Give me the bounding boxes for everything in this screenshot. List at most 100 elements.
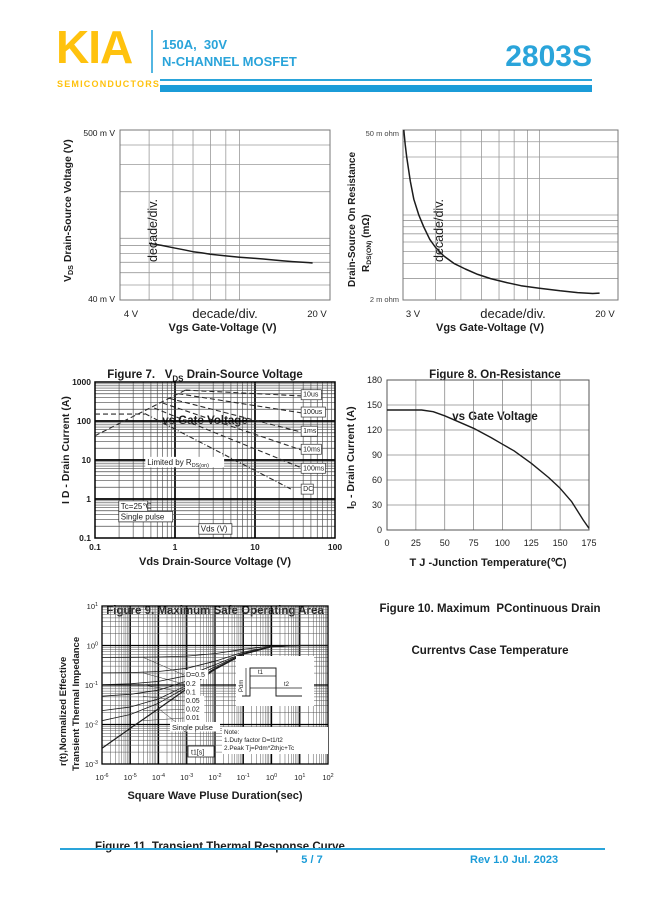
pulse-10ms [162, 402, 308, 453]
curve-label-100ms: 100ms [303, 465, 325, 472]
curve-label-DC-box [300, 483, 314, 495]
figure-8: 50 m ohm 2 m ohm Drain-Source On Resistanc… [345, 122, 635, 423]
duty-label-box [185, 679, 201, 688]
y-tick-label: 180 [367, 375, 382, 385]
duty-label-0.02: 0.02 [186, 707, 200, 714]
y-max-label: 50 m ohm [366, 129, 399, 138]
curve-label-1ms: 1ms [303, 428, 317, 435]
leader-line-D=0.5 [142, 657, 185, 676]
x-tick-label: 101 [294, 773, 305, 782]
t1-label: t1[s] [191, 750, 204, 757]
part-number: 2803S [505, 40, 592, 73]
curve-label-1ms-box [300, 425, 318, 437]
x-tick-label: 10-5 [124, 773, 137, 782]
duty-label-box [185, 713, 205, 722]
kia-logo: KIA [56, 21, 133, 73]
spec-line2: N-CHANNEL MOSFET [162, 54, 297, 69]
curve-label-10us-box [300, 389, 322, 401]
duty-label-box [185, 687, 201, 697]
x-tick-label: 0.1 [89, 542, 101, 552]
y-max-label: 500 m V [83, 128, 115, 138]
inset-bg [236, 656, 314, 706]
rdson-limit [94, 389, 186, 437]
device-spec: 150A, 30V N-CHANNEL MOSFET [162, 36, 297, 70]
note-line-2: 1.Duty factor D=t1/t2 [224, 737, 283, 744]
fig8-ylabel-inner: decade/div. [432, 199, 446, 262]
duty-label-box [185, 704, 205, 714]
fig7-ylabel: VDS Drain-Source Voltage (V) [62, 139, 75, 282]
x-tick-label: 100 [495, 538, 510, 548]
y-tick-label: 100 [87, 642, 98, 651]
figure-7: 500 m V 40 m V VDS Drain-Source Voltage (V… [55, 122, 345, 427]
fig8-caption: Figure 8. On-Resistance vs Gate Voltage [429, 369, 561, 423]
y-tick-label: 10-1 [85, 681, 98, 690]
id-vs-tj [387, 409, 590, 529]
x-min-label: 3 V [406, 309, 421, 320]
fig9-ylabel: I D - Drain Current (A) [60, 396, 72, 504]
y-tick-label: 1 [86, 494, 91, 504]
fig9-chart: 10us 100us 1ms 10ms 100ms DC Limited by RDS(on… [60, 377, 342, 552]
leader-line-0.01 [142, 717, 185, 721]
fig11-caption: Figure 11. Transient Thermal Response Cu… [95, 841, 345, 853]
rdson-vs-vgs [403, 129, 600, 295]
y-tick-label: 90 [372, 450, 382, 460]
fig8-ylabel-line2: Drain-Source On Resistance [347, 152, 358, 287]
y-tick-label: 10 [82, 455, 92, 465]
duty-label-0.05: 0.05 [186, 698, 200, 705]
curve-label-DC: DC [303, 486, 313, 493]
x-mid-label: decade/div. [480, 306, 546, 321]
fig7-xlabel: Vgs Gate-Voltage (V) [168, 322, 277, 334]
duty-label-D=0.5: D=0.5 [186, 672, 205, 679]
x-tick-label: 50 [440, 538, 450, 548]
x-tick-label: 1 [173, 542, 178, 552]
pulse-10us [185, 389, 318, 398]
x-mid-label: decade/div. [192, 306, 258, 321]
x-tick-label: 10-2 [208, 773, 221, 782]
spec-line1: 150A, 30V [162, 37, 228, 52]
fig7-chart: 500 m V 40 m V VDS Drain-Source Voltage (V… [62, 128, 331, 321]
figure-11: D=0.5 0.2 0.1 0.05 0.02 0.01 Single pulse t1[s]… [50, 596, 360, 853]
single-pulse [101, 644, 328, 749]
y-tick-label: 10-3 [85, 760, 98, 769]
x-tick-label: 102 [322, 773, 333, 782]
curve-label-100us-box [300, 406, 326, 418]
annotation-box [118, 510, 174, 523]
fig9-xlabel: Vds Drain-Source Voltage (V) [139, 556, 291, 568]
x-max-label: 20 V [307, 309, 327, 320]
x-tick-label: 75 [469, 538, 479, 548]
figure-10: 180 150 120 90 60 30 0 0 25 50 75 100 125 150 175 ID - … [340, 374, 640, 657]
y-tick-label: 10-2 [85, 721, 98, 730]
curve-label-10ms: 10ms [303, 446, 321, 453]
note-line-1: Note: [224, 729, 239, 736]
page-number: 5 / 7 [301, 854, 323, 866]
plot-border [119, 129, 331, 301]
fig10-ylabel: ID - Drain Current (A) [345, 406, 358, 509]
pulse-100ms [153, 407, 306, 470]
y-tick-label: 0 [377, 525, 382, 535]
fig10-xlabel: T J -Junction Temperature(℃) [409, 557, 567, 569]
plot-border [402, 129, 619, 301]
y-min-label: 40 m V [88, 294, 115, 304]
y-tick-label: 1000 [72, 377, 91, 387]
fig10-caption: Figure 10. Maximum PContinuous Drain Cur… [379, 603, 601, 657]
x-min-label: 4 V [124, 309, 139, 320]
x-tick-label: 175 [581, 538, 596, 548]
leader-line-0.02 [142, 709, 185, 711]
revision-label: Rev 1.0 Jul. 2023 [470, 854, 559, 866]
note-box [222, 727, 328, 754]
duty-label-0.2: 0.2 [186, 681, 196, 688]
y-tick-label: 30 [372, 500, 382, 510]
annotation-text: Tc=25℃ [121, 502, 152, 511]
annotation-text: Limited by RDS(on) [147, 458, 209, 469]
annotation-text: Single pulse [121, 512, 165, 521]
annotation-box [145, 456, 225, 468]
fig11-ylabel-line1: r(t),Normalized Effective [58, 657, 69, 766]
y-tick-label: 60 [372, 475, 382, 485]
inset-t2-label: t2 [284, 682, 290, 688]
x-tick-label: 10-1 [237, 773, 250, 782]
inset-pdm-label: Pdm [239, 680, 245, 692]
header-thick-rule [160, 85, 592, 92]
duty-label-0.01: 0.01 [186, 715, 200, 722]
